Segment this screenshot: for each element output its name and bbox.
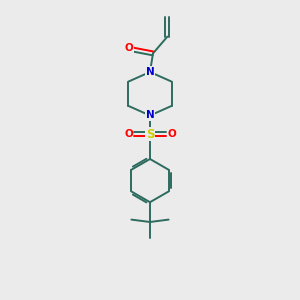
Text: O: O <box>124 43 133 53</box>
Text: S: S <box>146 128 154 141</box>
Text: O: O <box>167 129 176 139</box>
Text: O: O <box>124 129 133 139</box>
Text: N: N <box>146 67 154 77</box>
Text: N: N <box>146 110 154 121</box>
